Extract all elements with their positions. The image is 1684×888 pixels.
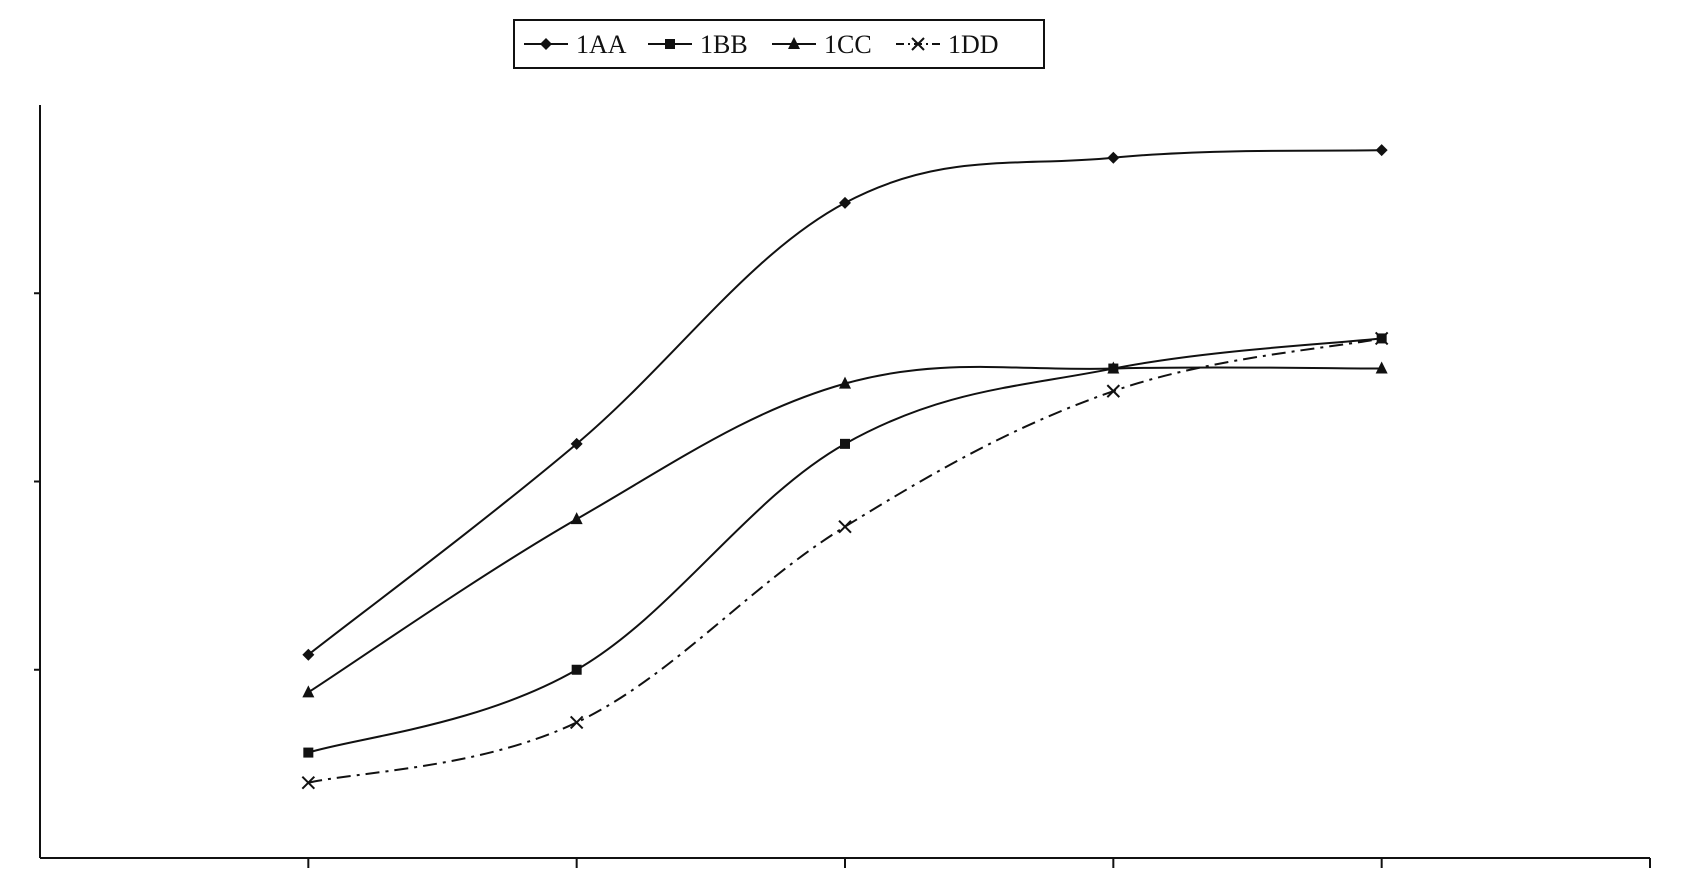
data-point-1BB-2 <box>572 665 582 675</box>
series-line-1DD <box>308 338 1381 782</box>
data-point-1CC-1 <box>302 685 314 697</box>
axes <box>34 105 1650 868</box>
data-point-1CC-2 <box>571 512 583 524</box>
legend-item-1CC: 1CC <box>772 30 872 59</box>
legend-label-1CC: 1CC <box>824 30 872 59</box>
legend-item-1DD: 1DD <box>896 30 999 59</box>
series-1BB <box>303 333 1386 757</box>
legend-item-1AA: 1AA <box>524 30 627 59</box>
series-line-1BB <box>308 338 1381 752</box>
legend-marker-1AA <box>540 38 552 50</box>
legend-item-1BB: 1BB <box>648 30 748 59</box>
data-point-1AA-4 <box>1107 152 1119 164</box>
legend-marker-1DD <box>912 38 924 50</box>
data-point-1DD-3 <box>839 521 851 533</box>
legend-label-1BB: 1BB <box>700 30 748 59</box>
data-point-1AA-3 <box>839 197 851 209</box>
data-point-1DD-2 <box>571 716 583 728</box>
legend-label-1DD: 1DD <box>948 30 999 59</box>
series-1CC <box>302 362 1387 698</box>
data-point-1AA-5 <box>1376 144 1388 156</box>
data-point-1BB-3 <box>840 439 850 449</box>
series-1DD <box>302 332 1387 788</box>
data-point-1BB-1 <box>303 748 313 758</box>
series-line-1AA <box>308 150 1381 655</box>
legend: 1AA 1BB 1CC 1DD <box>514 20 1044 68</box>
legend-label-1AA: 1AA <box>576 30 627 59</box>
series-layer <box>302 144 1387 789</box>
data-point-1DD-4 <box>1107 385 1119 397</box>
series-1AA <box>302 144 1387 661</box>
legend-marker-1BB <box>665 39 675 49</box>
